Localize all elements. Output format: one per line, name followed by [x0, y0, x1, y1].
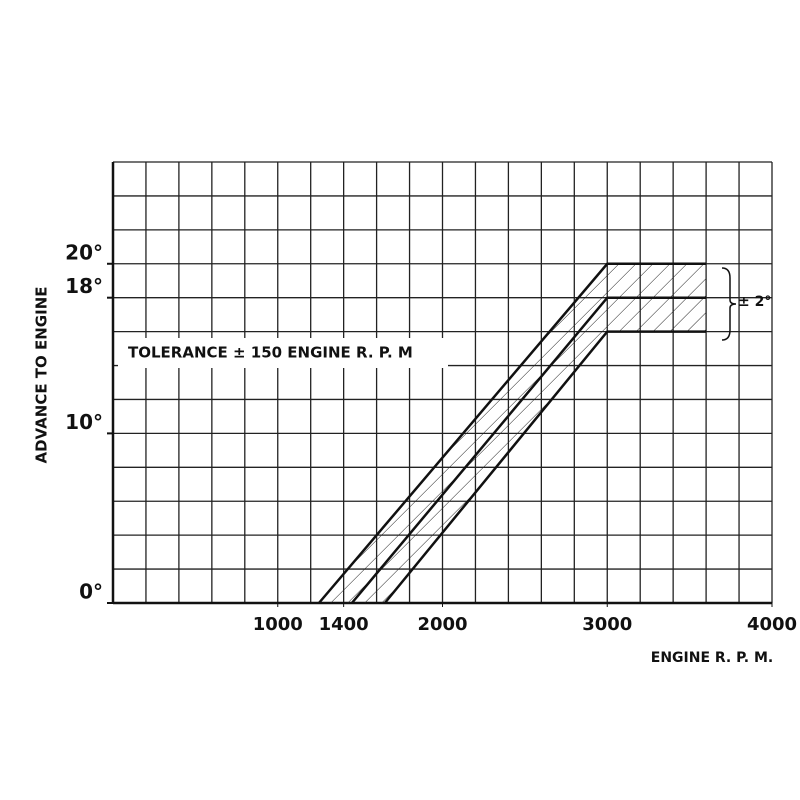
annotation-box	[118, 338, 448, 368]
x-tick-label: 1000	[253, 614, 303, 635]
x-tick-label: 2000	[417, 614, 467, 635]
y-axis-label: ADVANCE TO ENGINE	[33, 287, 51, 464]
curve	[317, 262, 707, 604]
x-axis-label: ENGINE R. P. M.	[651, 650, 774, 666]
x-tick-label: 1400	[319, 614, 369, 635]
curve	[350, 296, 707, 604]
x-tick-label: 3000	[582, 614, 632, 635]
annotation: ± 2°	[738, 294, 771, 310]
brace	[721, 267, 737, 341]
curve	[383, 330, 707, 604]
plot	[317, 262, 707, 604]
x-tick-label: 4000	[747, 614, 797, 635]
annotation: TOLERANCE ± 150 ENGINE R. P. M	[128, 344, 413, 362]
y-tick-label: 0°	[79, 580, 103, 604]
y-tick-label: 20°	[65, 240, 103, 264]
tolerance-band	[318, 263, 707, 603]
y-tick-label: 18°	[65, 274, 103, 298]
grid: 1000 1400 2000 3000 4000 0° 10° 18° 20°	[65, 161, 797, 635]
y-tick-label: 10°	[65, 410, 103, 434]
